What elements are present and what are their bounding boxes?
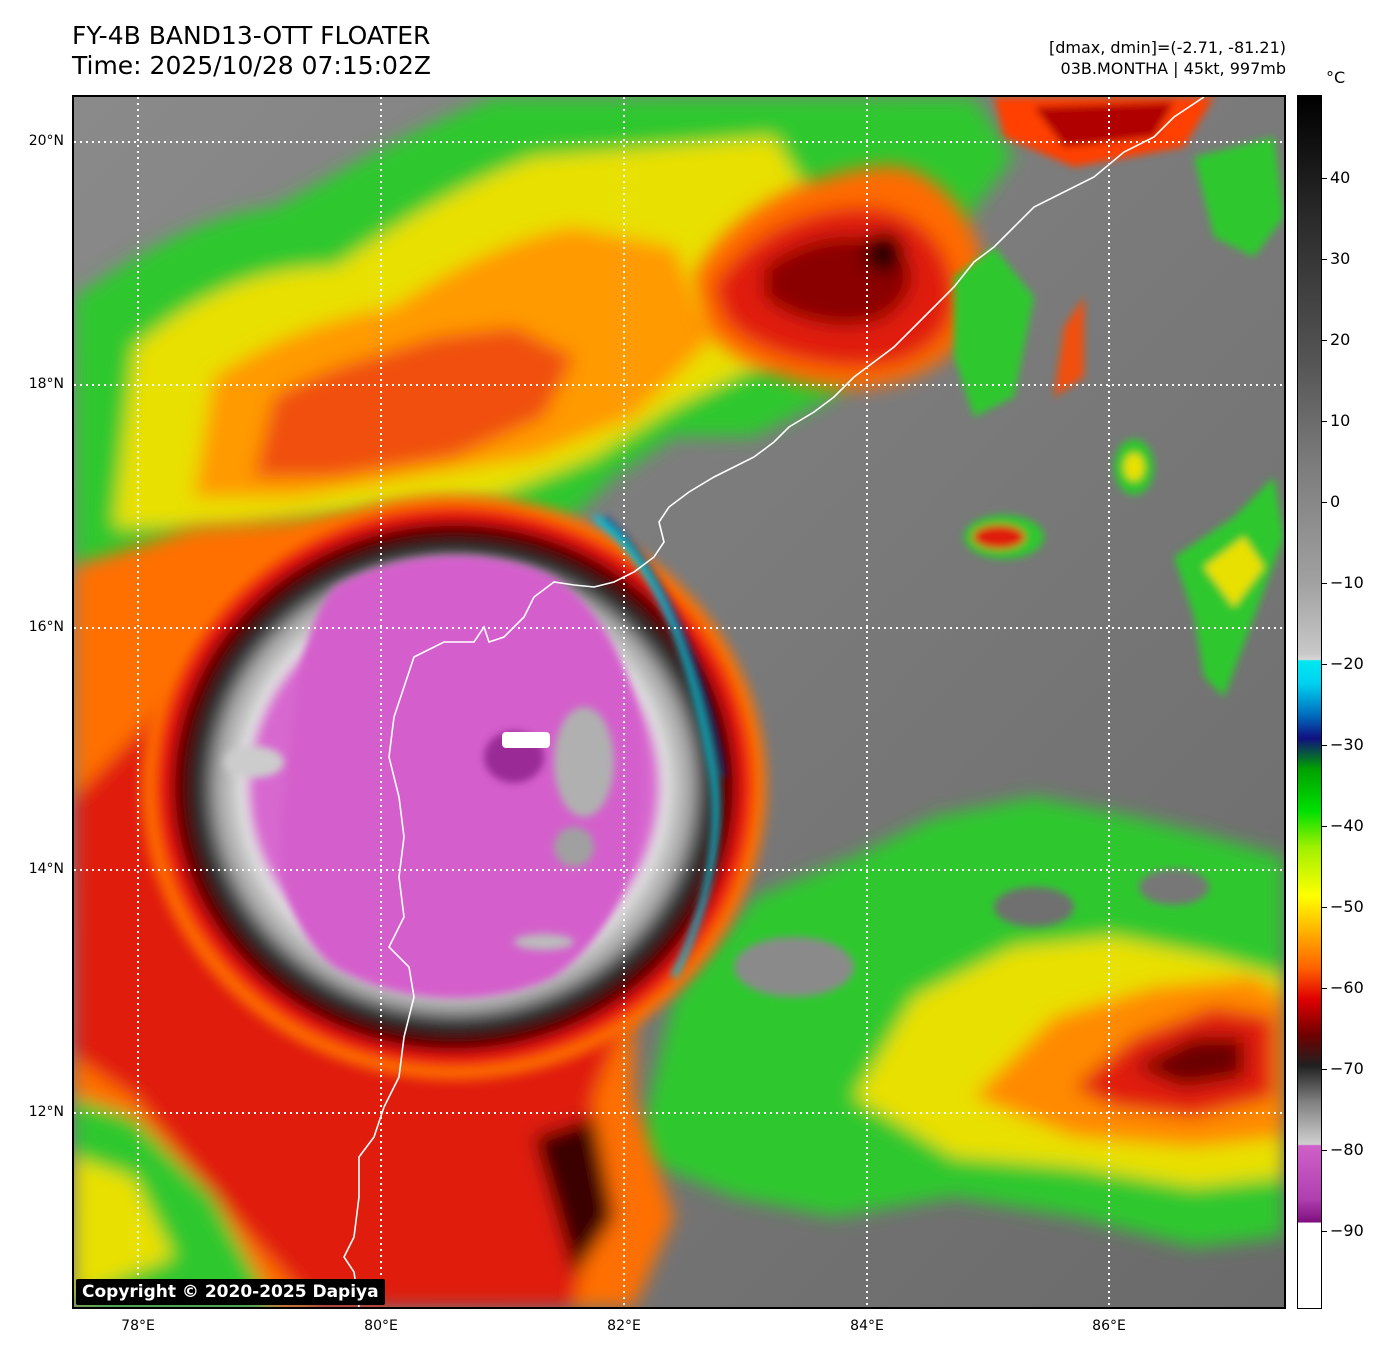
copyright-label: Copyright © 2020-2025 Dapiya	[76, 1279, 385, 1305]
colorbar-tick	[1322, 421, 1327, 422]
temperature-colorbar	[1297, 95, 1322, 1309]
colorbar-tick-label: −30	[1330, 735, 1364, 754]
colorbar-tick	[1322, 1069, 1327, 1070]
colorbar-tick	[1322, 826, 1327, 827]
title-line-2: Time: 2025/10/28 07:15:02Z	[72, 51, 431, 80]
lon-label-78e: 78°E	[121, 1318, 155, 1334]
lat-label-12n: 12°N	[28, 1104, 64, 1120]
colorbar-tick-label: 10	[1330, 411, 1351, 430]
colorbar-tick-label: −10	[1330, 573, 1364, 592]
colorbar-tick-label: 40	[1330, 168, 1351, 187]
lat-label-18n: 18°N	[28, 376, 64, 392]
colorbar-tick-label: −50	[1330, 897, 1364, 916]
colorbar-tick	[1322, 664, 1327, 665]
lat-label-14n: 14°N	[28, 861, 64, 877]
colorbar-tick-label: −40	[1330, 816, 1364, 835]
colorbar-tick-label: −90	[1330, 1221, 1364, 1240]
colorbar-tick	[1322, 1231, 1327, 1232]
graticule	[74, 97, 1284, 1307]
lon-label-84e: 84°E	[850, 1318, 884, 1334]
lat-label-20n: 20°N	[28, 133, 64, 149]
colorbar-tick	[1322, 988, 1327, 989]
coastline	[343, 97, 1205, 1307]
title-line-1: FY-4B BAND13-OTT FLOATER	[72, 21, 431, 50]
lon-label-80e: 80°E	[364, 1318, 398, 1334]
colorbar-tick-label: 20	[1330, 330, 1351, 349]
lon-label-86e: 86°E	[1092, 1318, 1126, 1334]
lat-label-16n: 16°N	[28, 619, 64, 635]
colorbar-unit: °C	[1326, 68, 1346, 87]
colorbar-tick	[1322, 502, 1327, 503]
colorbar-tick	[1322, 583, 1327, 584]
satellite-map: Copyright © 2020-2025 Dapiya	[72, 95, 1286, 1309]
colorbar-tick-label: −20	[1330, 654, 1364, 673]
colorbar-tick	[1322, 907, 1327, 908]
satellite-imagery	[74, 97, 1284, 1307]
lon-label-82e: 82°E	[607, 1318, 641, 1334]
colorbar-tick-label: 0	[1330, 492, 1341, 511]
colorbar-tick-label: −80	[1330, 1140, 1364, 1159]
colorbar-tick-label: −60	[1330, 978, 1364, 997]
info-line-2: 03B.MONTHA | 45kt, 997mb	[1060, 59, 1286, 78]
colorbar-tick-label: 30	[1330, 249, 1351, 268]
colorbar-tick	[1322, 259, 1327, 260]
colorbar-tick-label: −70	[1330, 1059, 1364, 1078]
colorbar-tick	[1322, 745, 1327, 746]
colorbar-tick	[1322, 178, 1327, 179]
info-line-1: [dmax, dmin]=(-2.71, -81.21)	[1048, 38, 1286, 57]
colorbar-tick	[1322, 340, 1327, 341]
colorbar-tick	[1322, 1150, 1327, 1151]
